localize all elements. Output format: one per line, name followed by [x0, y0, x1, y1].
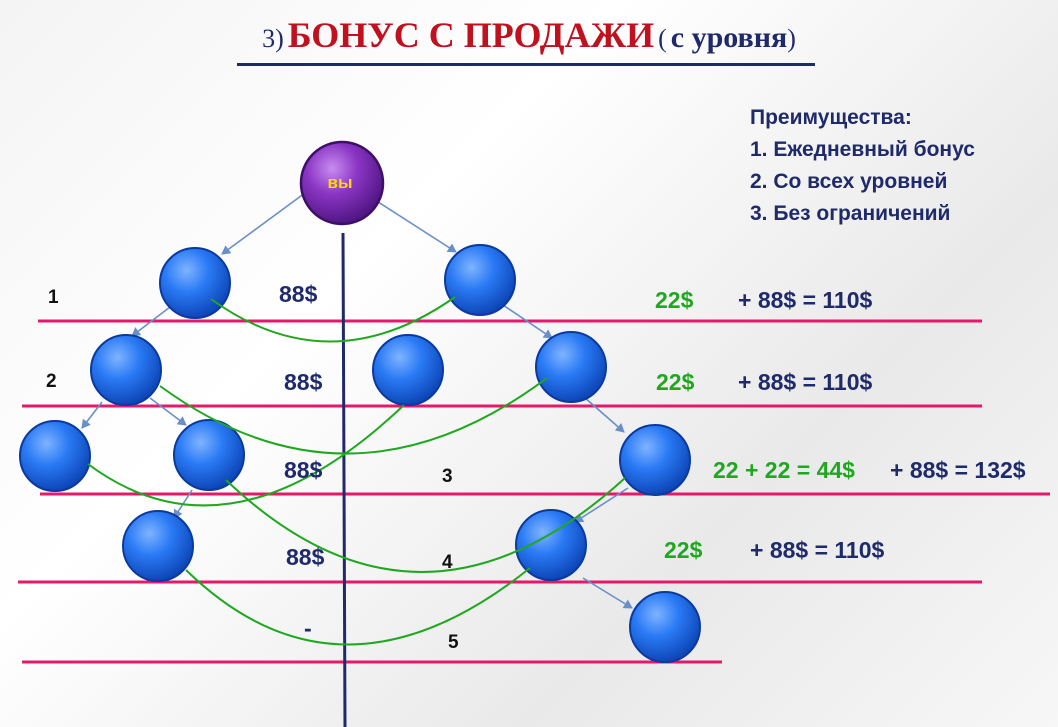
total-formula-3: + 88$ = 132$ [890, 457, 1026, 483]
advantages-panel: Преимущества: 1. Ежедневный бонус 2. Со … [750, 102, 975, 230]
tree-node [629, 591, 701, 663]
total-formula-4: + 88$ = 110$ [750, 537, 885, 563]
total-formula-2: + 88$ = 110$ [738, 369, 873, 395]
level-number-4: 4 [442, 552, 453, 573]
root-node: вы [299, 140, 385, 226]
bonus-curve [87, 404, 405, 507]
tree-nodes [19, 244, 701, 663]
advantage-item-3: 3. Без ограничений [750, 202, 951, 225]
arrow [583, 396, 625, 433]
arrow [499, 302, 553, 339]
arrow [374, 199, 457, 253]
page-title: 3) БОНУС С ПРОДАЖИ ( с уровня) [0, 14, 1058, 56]
green-bonus-3: 22 + 22 = 44$ [713, 457, 855, 483]
bonus-curve [225, 477, 626, 573]
title-number: 3) [262, 24, 284, 53]
tree-node [619, 424, 691, 496]
tree-node [19, 420, 91, 492]
level-number-3: 3 [442, 466, 453, 487]
arrow [131, 306, 171, 337]
advantage-item-2: 2. Со всех уровней [750, 170, 948, 193]
title-paren-open: ( [658, 24, 667, 53]
bonus-curve [185, 567, 531, 646]
left-amount-3: 88$ [284, 457, 323, 483]
tree-arrows [81, 192, 633, 609]
tree-node [515, 509, 587, 581]
arrow [582, 577, 633, 609]
title-main: БОНУС С ПРОДАЖИ [287, 15, 655, 55]
advantage-item-1: 1. Ежедневный бонус [750, 138, 975, 161]
left-amount-2: 88$ [284, 369, 323, 395]
arrow [149, 397, 187, 426]
level-number-2: 2 [46, 371, 57, 392]
level-number-5: 5 [448, 632, 459, 653]
left-amount-1: 88$ [279, 281, 318, 307]
tree-node [159, 247, 231, 319]
level-lines [18, 319, 1050, 664]
level-number-1: 1 [48, 287, 59, 308]
tree-node [444, 244, 516, 316]
title-sub: с уровня [670, 21, 788, 54]
green-bonus-4: 22$ [664, 537, 703, 563]
arrow [81, 401, 103, 429]
left-amount-5: - [304, 615, 312, 641]
advantages-heading: Преимущества: [750, 106, 912, 129]
left-amount-4: 88$ [286, 544, 325, 570]
bonus-curves [87, 296, 626, 646]
tree-node [173, 419, 245, 491]
green-bonus-1: 22$ [655, 287, 694, 313]
tree-node [372, 334, 444, 406]
tree-node [122, 510, 194, 582]
center-divider [341, 232, 347, 727]
arrow [221, 192, 306, 255]
root-node-label: вы [328, 173, 353, 192]
green-bonus-2: 22$ [656, 369, 695, 395]
tree-node [535, 331, 607, 403]
bonus-curve [210, 296, 456, 343]
title-underline [237, 63, 815, 66]
title-paren-close: ) [787, 24, 796, 53]
root-node-circle [299, 140, 385, 226]
bonus-curve [159, 377, 548, 455]
total-formula-1: + 88$ = 110$ [738, 287, 873, 313]
arrow [574, 487, 629, 523]
tree-node [90, 334, 162, 406]
